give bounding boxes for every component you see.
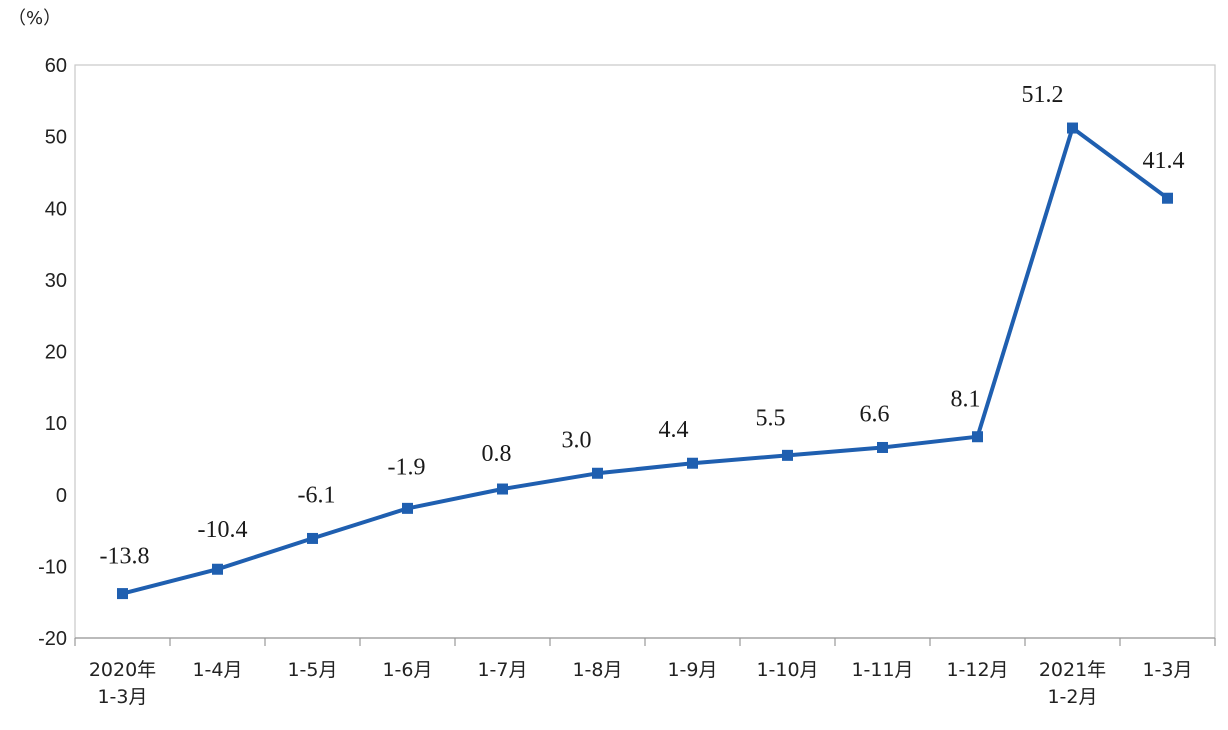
data-label: 6.6 bbox=[860, 401, 890, 427]
x-tick-label: 1-3月 bbox=[97, 686, 147, 708]
data-label: -6.1 bbox=[298, 482, 336, 508]
x-tick-label: 1-3月 bbox=[1142, 659, 1192, 681]
x-tick-label: 1-10月 bbox=[756, 659, 818, 681]
y-tick-label: 40 bbox=[45, 198, 67, 220]
data-point-marker bbox=[212, 563, 223, 575]
y-axis-ticks: 60 50 40 30 20 10 0 -10 -20 bbox=[38, 55, 67, 650]
series-line bbox=[120, 126, 1170, 596]
x-tick-label: 1-6月 bbox=[382, 659, 432, 681]
data-label: 5.5 bbox=[756, 405, 786, 431]
data-point-marker bbox=[687, 457, 698, 469]
data-label: 41.4 bbox=[1143, 148, 1185, 174]
x-tick-label: 1-5月 bbox=[287, 659, 337, 681]
data-point-marker bbox=[877, 441, 888, 453]
data-label: 3.0 bbox=[562, 427, 592, 453]
x-tick-label: 1-12月 bbox=[946, 659, 1008, 681]
y-tick-label: 10 bbox=[45, 413, 67, 435]
data-label: 8.1 bbox=[951, 387, 981, 413]
data-label: 4.4 bbox=[659, 417, 689, 443]
data-label: 0.8 bbox=[482, 441, 512, 467]
y-tick-label: 0 bbox=[56, 485, 67, 507]
data-label: -13.8 bbox=[100, 544, 150, 570]
data-label: 51.2 bbox=[1022, 82, 1064, 108]
x-tick-label: 1-7月 bbox=[477, 659, 527, 681]
x-tick-label: 1-4月 bbox=[192, 659, 242, 681]
data-point-marker bbox=[1067, 122, 1078, 134]
data-label: -1.9 bbox=[388, 454, 426, 480]
data-point-marker bbox=[117, 588, 128, 600]
x-tick-label: 1-2月 bbox=[1047, 686, 1097, 708]
y-tick-label: -20 bbox=[38, 628, 67, 650]
data-point-marker bbox=[1162, 192, 1173, 204]
y-unit-label: （%） bbox=[8, 8, 61, 29]
y-tick-label: 60 bbox=[45, 55, 67, 77]
y-tick-label: 50 bbox=[45, 127, 67, 149]
x-axis-labels: 2020年 1-3月 1-4月 1-5月 1-6月 1-7月 1-8月 1-9月 1-10月 1-… bbox=[89, 659, 1193, 708]
x-axis bbox=[74, 637, 1216, 646]
plot-area-frame bbox=[74, 64, 1216, 639]
x-tick-label: 1-9月 bbox=[667, 659, 717, 681]
series-markers bbox=[117, 122, 1173, 600]
data-point-marker bbox=[782, 449, 793, 461]
y-tick-label: 30 bbox=[45, 270, 67, 292]
x-tick-label: 1-11月 bbox=[851, 659, 913, 681]
data-point-marker bbox=[307, 532, 318, 544]
x-tick-label: 1-8月 bbox=[572, 659, 622, 681]
x-tick-label: 2021年 bbox=[1039, 659, 1106, 681]
data-point-marker bbox=[592, 467, 603, 479]
x-tick-label: 2020年 bbox=[89, 659, 156, 681]
data-point-marker bbox=[497, 483, 508, 495]
data-labels: -13.8 -10.4 -6.1 -1.9 0.8 3.0 4.4 5.5 6.6 8.1 51.2… bbox=[100, 82, 1185, 570]
y-tick-label: 20 bbox=[45, 342, 67, 364]
data-label: -10.4 bbox=[198, 517, 248, 543]
y-tick-label: -10 bbox=[38, 556, 67, 578]
data-point-marker bbox=[402, 502, 413, 514]
data-point-marker bbox=[972, 431, 983, 443]
